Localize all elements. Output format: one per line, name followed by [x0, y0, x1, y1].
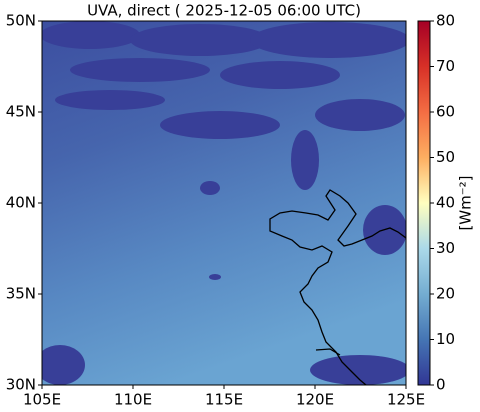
radiation-field — [42, 21, 406, 385]
cloud-patches — [42, 21, 406, 385]
x-tick-label: 110E — [114, 391, 152, 409]
y-tick-label: 30N — [6, 376, 36, 394]
y-tick-label: 40N — [6, 194, 36, 212]
title: UVA, direct ( 2025-12-05 06:00 UTC) — [87, 2, 361, 20]
x-tick-label: 125E — [387, 391, 425, 409]
colorbar-tick-label: 40 — [436, 194, 455, 212]
colorbar-tick-label: 20 — [436, 285, 455, 303]
x-tick-label: 115E — [205, 391, 243, 409]
x-tick-label: 105E — [23, 391, 61, 409]
colorbar-tick-label: 10 — [436, 330, 455, 348]
colorbar-tick-label: 80 — [436, 12, 455, 30]
map-field — [42, 21, 406, 385]
colorbar — [417, 20, 431, 386]
y-tick-label: 45N — [6, 103, 36, 121]
colorbar-tick-label: 60 — [436, 103, 455, 121]
coastline — [269, 189, 406, 385]
colorbar-tick-label: 30 — [436, 239, 455, 257]
colorbar-tick-label: 50 — [436, 148, 455, 166]
colorbar-label: [Wm⁻²] — [457, 175, 475, 230]
colorbar-tick-label: 70 — [436, 57, 455, 75]
y-tick-label: 35N — [6, 285, 36, 303]
y-tick-label: 50N — [6, 12, 36, 30]
coastline — [315, 348, 341, 356]
x-tick-label: 120E — [296, 391, 334, 409]
colorbar-tick-label: 0 — [436, 376, 446, 394]
